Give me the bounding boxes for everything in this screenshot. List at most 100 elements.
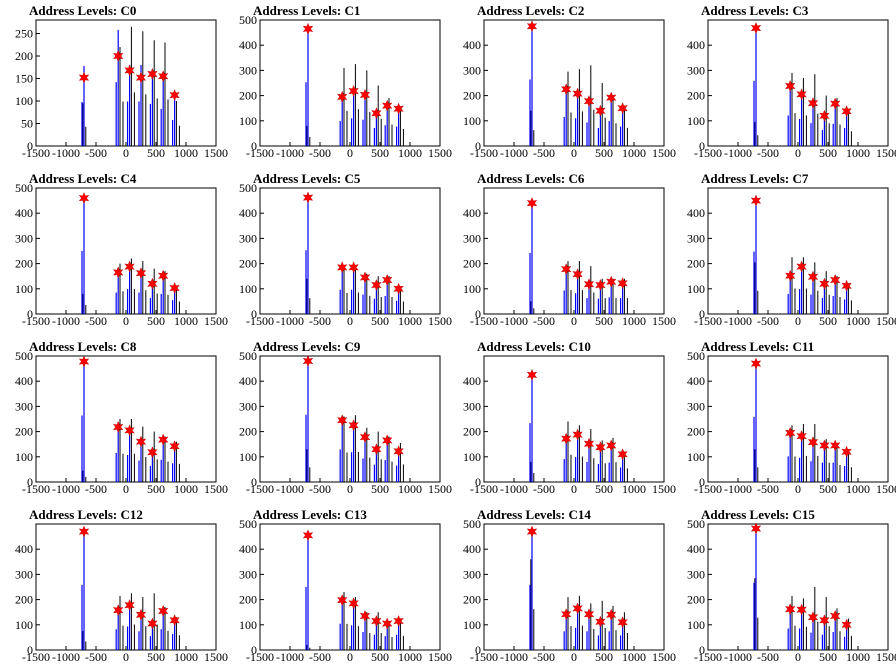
chart-title: Address Levels: C9 — [253, 339, 361, 354]
peak-star-marker — [112, 604, 124, 617]
x-tick-label: 1500 — [652, 146, 676, 160]
chart-panel: Address Levels: C9 0 100 200 300 400 500 -1500-… — [224, 336, 452, 504]
x-tick-label: 1500 — [204, 482, 228, 496]
chart-svg: Address Levels: C50100200300400500-1500-… — [239, 171, 452, 328]
y-tick-label: 150 — [15, 72, 33, 86]
x-tick-label: 1500 — [428, 314, 452, 328]
plot-frame — [483, 355, 665, 483]
chart-panel: Address Levels: C5 0 100 200 300 400 500 -1500-… — [224, 168, 452, 336]
x-tick-label: -1500 — [694, 314, 722, 328]
y-tick-label: 400 — [239, 374, 257, 388]
y-tick-label: 400 — [15, 206, 33, 220]
peak-star-marker — [135, 608, 147, 621]
peak-star-marker — [112, 421, 124, 434]
chart-panel: Address Levels: C8 0 100 200 300 400 500 -1500-… — [0, 336, 228, 504]
x-tick-label: 500 — [371, 482, 389, 496]
peak-star-marker — [169, 440, 180, 453]
chart-svg: Address Levels: C14 0 100 200 300 400 500 -1500… — [463, 507, 676, 664]
plot-frame — [35, 187, 217, 315]
y-tick-label: 400 — [687, 374, 705, 388]
plot-frame — [707, 187, 889, 315]
peak-star-marker — [157, 433, 169, 446]
peak-star-marker — [750, 194, 762, 207]
y-tick-label: 200 — [239, 257, 257, 271]
y-tick-label: 200 — [15, 425, 33, 439]
x-tick-label: -1500 — [22, 146, 50, 160]
x-tick-label: 500 — [371, 314, 389, 328]
y-tick-label: 400 — [15, 542, 33, 556]
peak-star-marker — [617, 448, 628, 461]
chart-panel: Address Levels: C0 0 50 100 150 200 250 -1500 -1… — [0, 0, 228, 168]
y-tick-label: 300 — [15, 399, 33, 413]
chart-panel: Address Levels: C2 0 100 200 300 400 -1500 -100… — [448, 0, 676, 168]
chart-svg: Address Levels: C10 0 100 200 300 400 -1500 -10… — [463, 339, 676, 496]
y-tick-label: 300 — [463, 567, 481, 581]
y-tick-label: 200 — [15, 593, 33, 607]
y-tick-label: 100 — [15, 450, 33, 464]
chart-svg: Address Levels: C6 0 100 200 300 400 -1500 -100… — [463, 171, 676, 328]
y-tick-label: 200 — [239, 89, 257, 103]
peak-star-marker — [135, 267, 147, 280]
x-tick-label: -500 — [309, 650, 331, 664]
chart-panel: Address Levels: C12 0 100 200 300 400 -1500 -10… — [0, 504, 228, 672]
peak-star-marker — [359, 271, 371, 284]
peak-star-marker — [617, 616, 628, 629]
y-tick-label: 400 — [687, 38, 705, 52]
y-tick-label: 100 — [463, 282, 481, 296]
y-tick-label: 0 — [251, 139, 257, 153]
x-tick-label: 1500 — [428, 146, 452, 160]
y-tick-label: 400 — [687, 206, 705, 220]
y-tick-label: 500 — [463, 517, 481, 531]
chart-title: Address Levels: C4 — [29, 171, 137, 186]
x-tick-label: -500 — [309, 482, 331, 496]
x-tick-label: -1500 — [694, 650, 722, 664]
y-tick-label: 0 — [475, 139, 481, 153]
y-tick-label: 400 — [239, 206, 257, 220]
y-tick-label: 400 — [15, 374, 33, 388]
peak-star-marker — [157, 70, 169, 83]
peak-star-marker — [560, 263, 572, 276]
peak-star-marker — [819, 277, 830, 290]
y-tick-label: 0 — [27, 307, 33, 321]
y-tick-label: 400 — [463, 206, 481, 220]
x-tick-label: -500 — [85, 482, 107, 496]
peak-star-marker — [359, 431, 371, 444]
peak-star-marker — [572, 268, 583, 281]
peak-star-marker — [526, 197, 538, 210]
peak-star-marker — [381, 617, 393, 630]
y-tick-label: 200 — [463, 89, 481, 103]
x-tick-label: 0 — [123, 482, 129, 496]
chart-panel: Address Levels: C1 0 100 200 300 400 500 -1500-… — [224, 0, 452, 168]
chart-title: Address Levels: C8 — [29, 339, 137, 354]
peak-star-marker — [78, 355, 90, 368]
peak-star-marker — [595, 104, 606, 117]
y-tick-label: 100 — [15, 282, 33, 296]
y-tick-label: 500 — [15, 349, 33, 363]
x-tick-label: 0 — [795, 650, 801, 664]
chart-panel: Address Levels: C7 0 100 200 300 400 -1500 -100… — [672, 168, 896, 336]
x-tick-label: -1000 — [500, 482, 528, 496]
x-tick-label: -500 — [757, 482, 779, 496]
x-tick-label: -1000 — [276, 650, 304, 664]
x-tick-label: -500 — [309, 314, 331, 328]
peak-star-marker — [302, 355, 314, 368]
x-tick-label: 1000 — [846, 650, 870, 664]
x-tick-label: -1000 — [500, 650, 528, 664]
y-tick-label: 0 — [699, 139, 705, 153]
chart-svg: Address Levels: C90100200300400500-1500-… — [239, 339, 452, 496]
peak-star-marker — [583, 95, 595, 108]
x-tick-label: -1000 — [52, 650, 80, 664]
peak-star-marker — [784, 426, 796, 439]
y-tick-label: 0 — [27, 475, 33, 489]
x-tick-label: -1000 — [276, 482, 304, 496]
x-tick-label: -1000 — [52, 314, 80, 328]
peak-star-marker — [605, 439, 617, 452]
peak-star-marker — [784, 269, 796, 282]
peak-star-marker — [617, 102, 628, 115]
peak-star-marker — [393, 282, 404, 295]
y-tick-label: 400 — [463, 542, 481, 556]
chart-title: Address Levels: C7 — [701, 171, 809, 186]
peak-star-marker — [147, 277, 158, 290]
x-tick-label: 500 — [819, 146, 837, 160]
